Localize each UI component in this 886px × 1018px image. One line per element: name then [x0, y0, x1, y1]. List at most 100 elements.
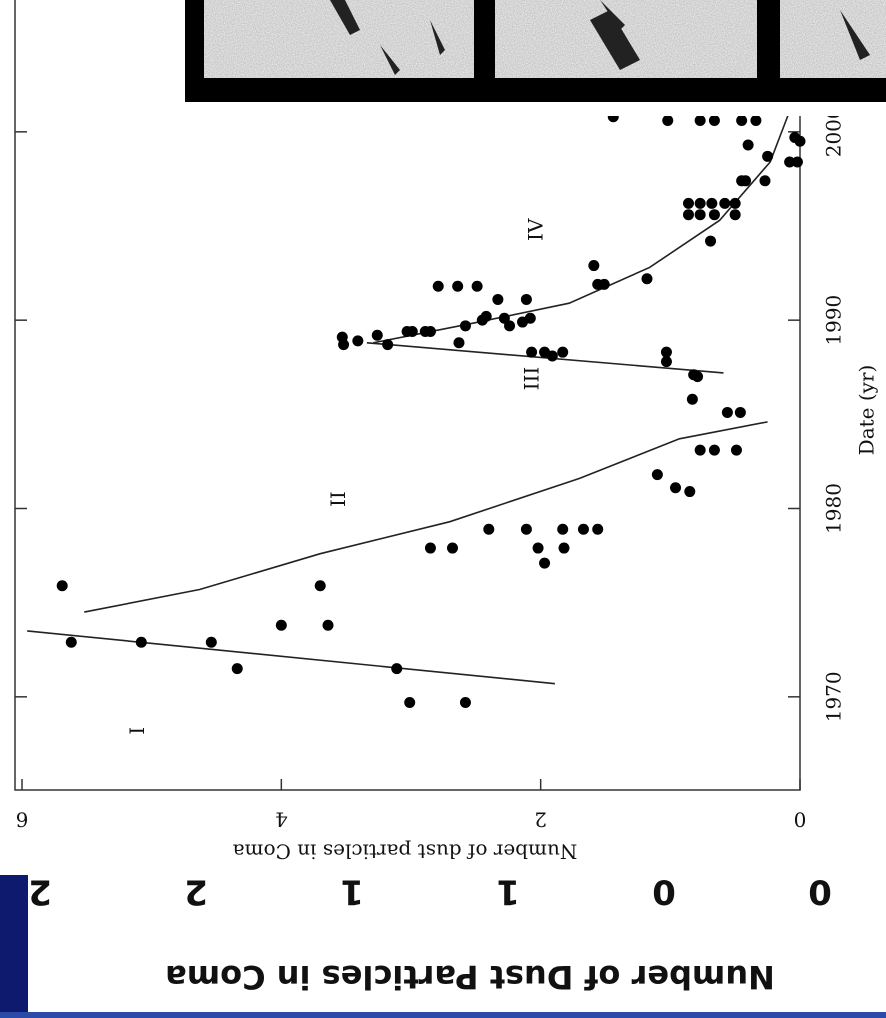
- data-point: [694, 209, 706, 221]
- data-point: [557, 346, 569, 358]
- data-point: [539, 557, 551, 569]
- y-tick-label: 2: [534, 808, 547, 832]
- data-point: [532, 542, 544, 554]
- data-point: [520, 523, 532, 535]
- data-point: [205, 636, 217, 648]
- data-point: [404, 696, 416, 708]
- data-point: [660, 356, 672, 368]
- data-point: [480, 310, 492, 322]
- fit-line: [27, 630, 556, 685]
- data-point: [524, 312, 536, 324]
- data-point: [557, 523, 569, 535]
- data-point: [65, 636, 77, 648]
- data-point: [750, 115, 762, 127]
- data-point: [371, 329, 383, 341]
- data-point: [708, 209, 720, 221]
- data-point: [452, 280, 464, 292]
- fit-line: [366, 341, 724, 374]
- data-point: [682, 197, 694, 209]
- slide-tick-labels: 2 2 1 1 0 0: [28, 872, 832, 912]
- y-tick-label: 4: [275, 808, 288, 832]
- x-axis-title: Date (yr): [855, 365, 879, 456]
- slide-bottom-strip: [0, 1012, 886, 1018]
- region-label: II: [326, 491, 350, 507]
- data-point: [446, 542, 458, 554]
- x-tick-label: 1980: [822, 483, 846, 534]
- y-tick-label: 0: [794, 808, 807, 832]
- data-point: [424, 542, 436, 554]
- slide-tick-label: 2: [28, 872, 52, 912]
- data-point: [526, 346, 538, 358]
- slide-tick-label: 0: [652, 872, 676, 912]
- data-point: [734, 406, 746, 418]
- data-point: [135, 636, 147, 648]
- data-point: [708, 444, 720, 456]
- y-tick-label: 6: [16, 808, 29, 832]
- data-point: [692, 371, 704, 383]
- data-point: [459, 696, 471, 708]
- data-point: [736, 115, 748, 127]
- x-tick-label: 1990: [822, 295, 846, 346]
- data-point: [391, 663, 403, 675]
- data-point: [546, 350, 558, 362]
- data-point: [694, 115, 706, 127]
- data-point: [694, 197, 706, 209]
- slide-tick-label: 2: [184, 872, 208, 912]
- data-point: [729, 197, 741, 209]
- data-point: [558, 542, 570, 554]
- data-point: [352, 335, 364, 347]
- data-point: [686, 393, 698, 405]
- data-point: [660, 346, 672, 358]
- data-point: [592, 523, 604, 535]
- data-point: [742, 139, 754, 151]
- data-point: [684, 486, 696, 498]
- data-point: [382, 339, 394, 351]
- data-point: [432, 280, 444, 292]
- data-point: [694, 444, 706, 456]
- data-point: [56, 580, 68, 592]
- slide-tick-label: 1: [496, 872, 520, 912]
- data-point: [651, 469, 663, 481]
- data-point: [338, 339, 350, 351]
- x-tick-label: 1970: [822, 671, 846, 722]
- data-point: [682, 209, 694, 221]
- data-point: [791, 156, 803, 168]
- data-point: [784, 156, 796, 168]
- data-point: [730, 444, 742, 456]
- data-point: [588, 260, 600, 272]
- data-point: [708, 115, 720, 127]
- slide-tick-label: 0: [808, 872, 832, 912]
- data-point: [670, 482, 682, 494]
- data-point: [275, 619, 287, 631]
- region-label: IV: [523, 218, 547, 241]
- data-point: [577, 523, 589, 535]
- data-point: [719, 197, 731, 209]
- data-point: [721, 406, 733, 418]
- data-point: [794, 135, 806, 147]
- data-point: [736, 175, 748, 187]
- data-point: [598, 278, 610, 290]
- data-point: [759, 175, 771, 187]
- data-point: [471, 280, 483, 292]
- data-point: [322, 619, 334, 631]
- data-point: [406, 325, 418, 337]
- data-point: [314, 580, 326, 592]
- data-point: [729, 209, 741, 221]
- fit-line: [373, 110, 791, 344]
- region-label: I: [125, 727, 149, 735]
- y-axis-title: Number of dust particles in Coma: [233, 840, 578, 864]
- data-point: [705, 235, 717, 247]
- data-point: [453, 337, 465, 349]
- data-point: [459, 320, 471, 332]
- data-point: [662, 115, 674, 127]
- data-point: [706, 197, 718, 209]
- data-point: [492, 293, 504, 305]
- fit-line: [84, 421, 768, 613]
- data-point: [762, 150, 774, 162]
- data-point: [483, 523, 495, 535]
- slide-tick-label: 1: [340, 872, 364, 912]
- data-point: [641, 273, 653, 285]
- data-point: [504, 320, 516, 332]
